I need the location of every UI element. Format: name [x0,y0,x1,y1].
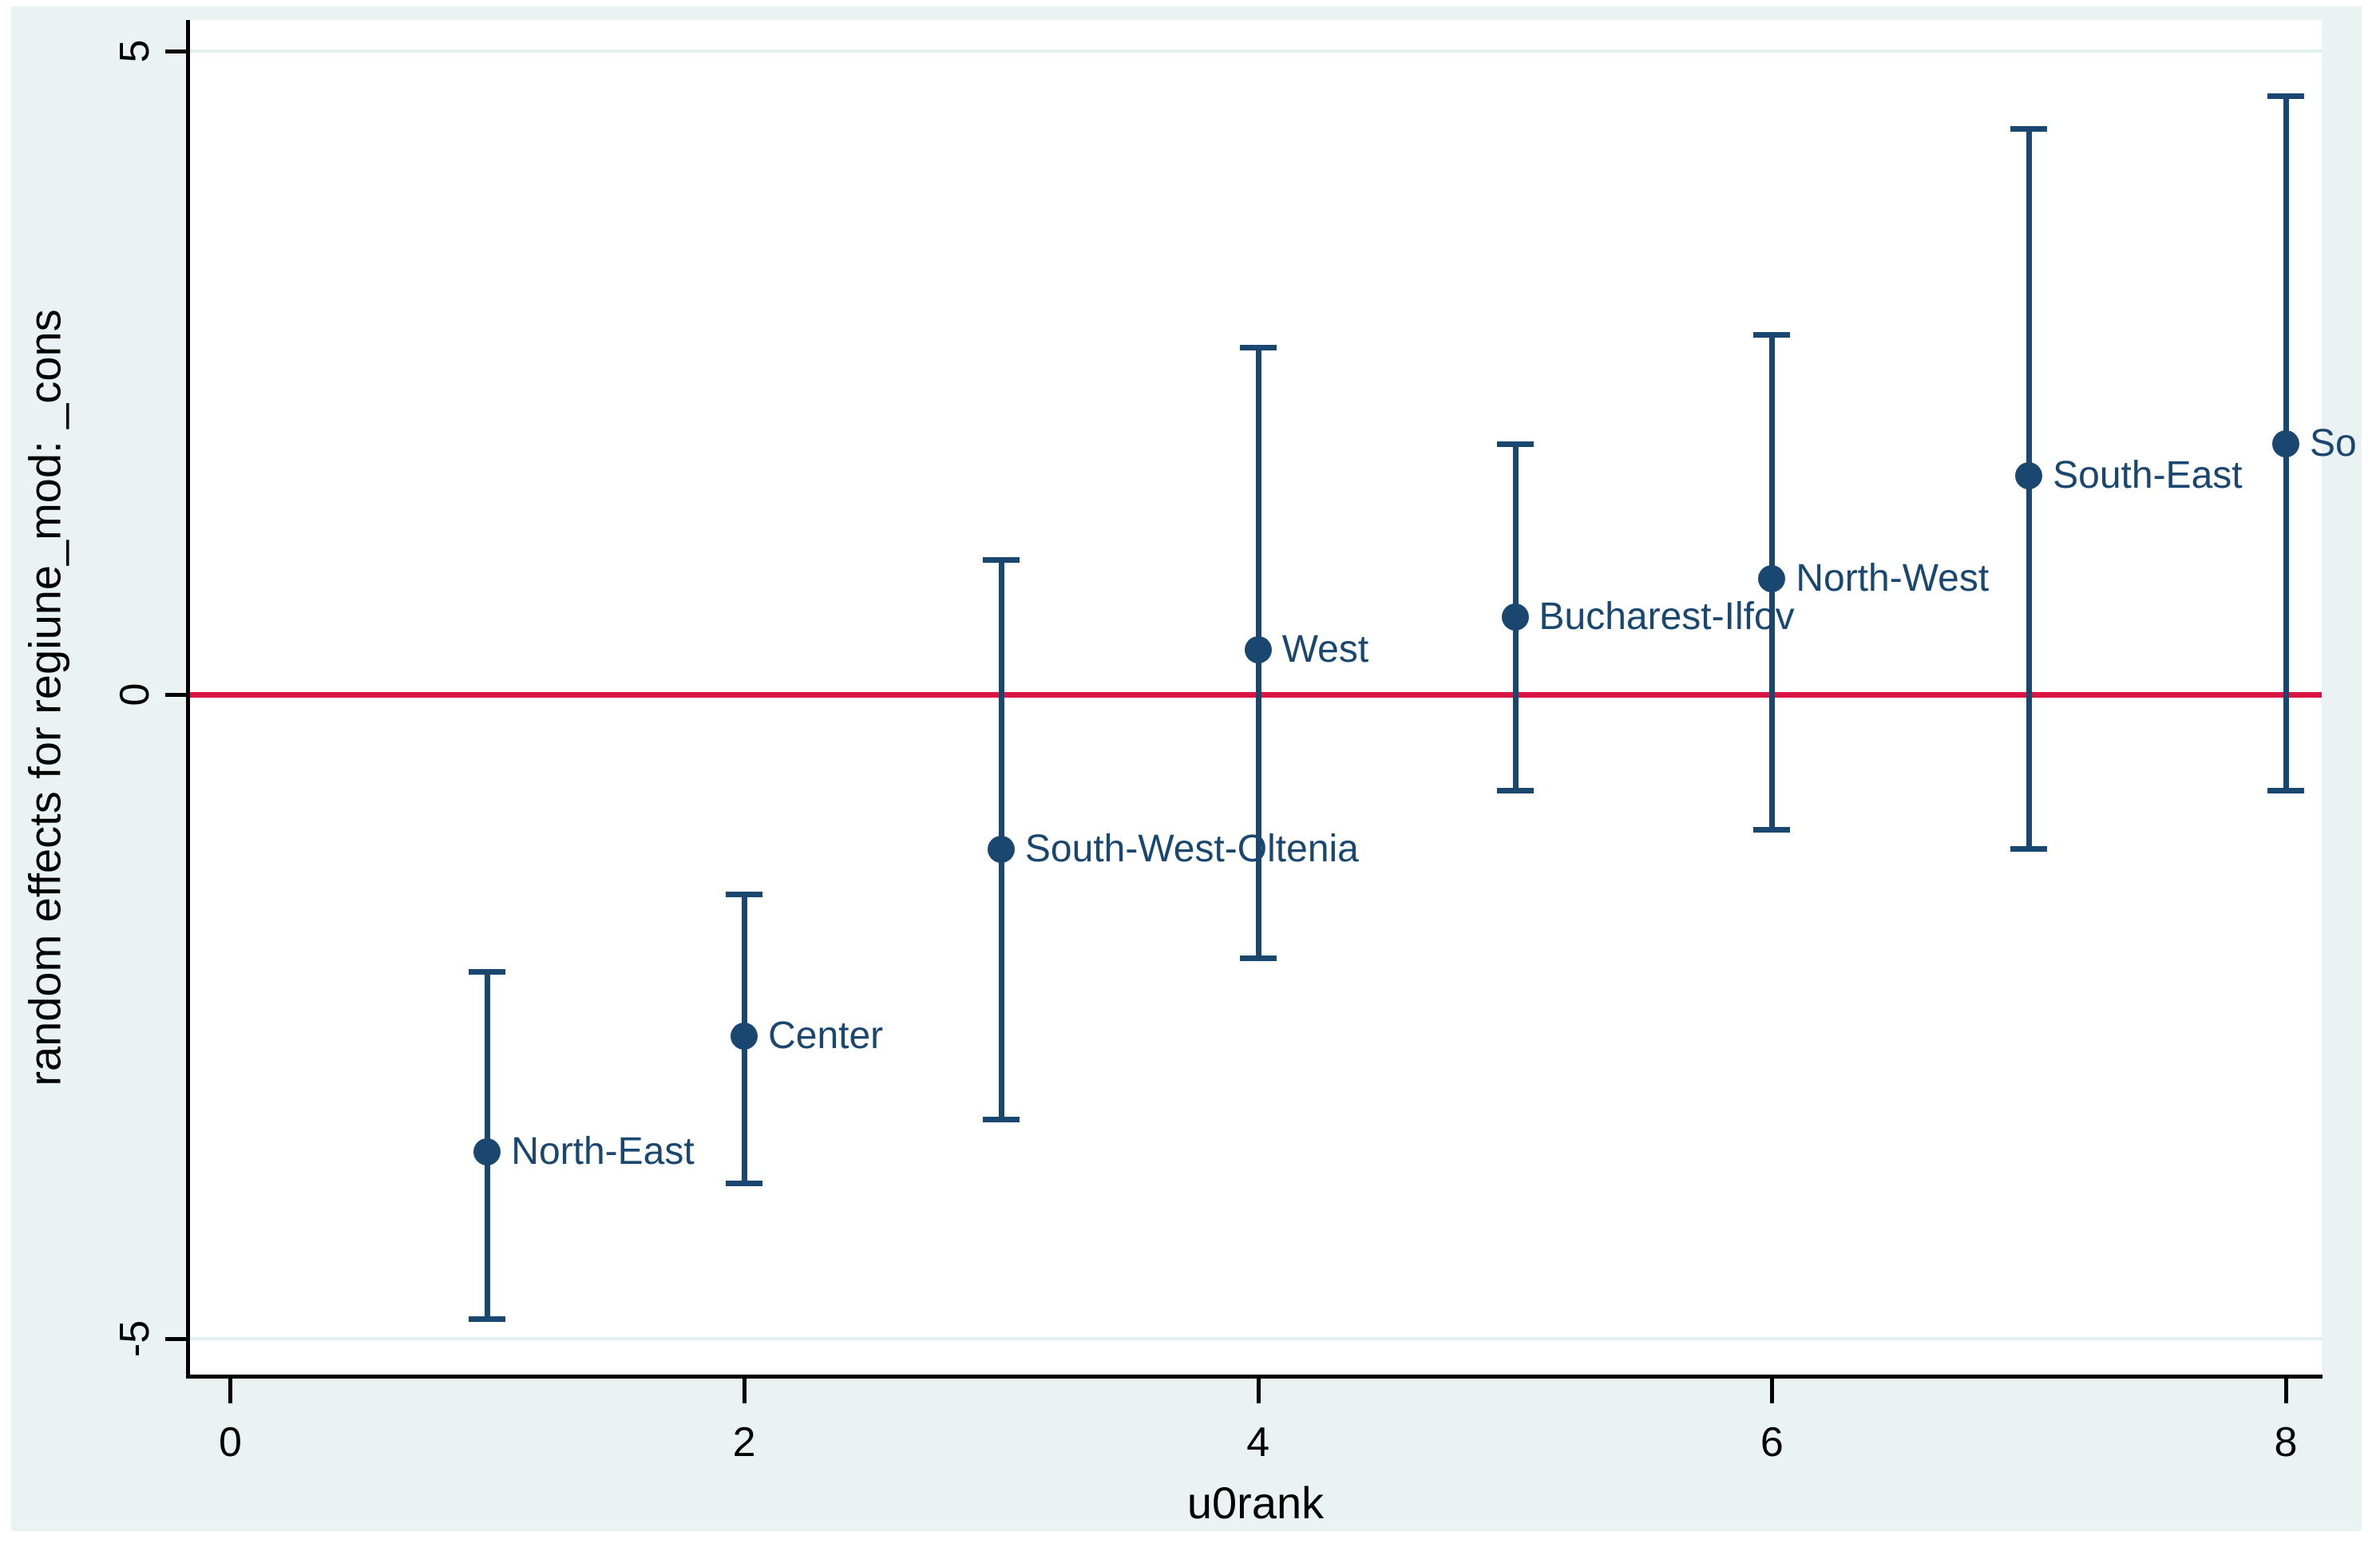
y-tick [165,49,189,53]
data-point-label: West [1281,627,1369,671]
y-gridline [189,49,2322,53]
zero-reference-line [189,692,2322,698]
data-point-marker [473,1138,501,1165]
x-tick-label: 2 [732,1419,756,1466]
data-point-marker [987,835,1015,863]
figure: North-East Center South-West-Oltenia West Bu… [11,6,2362,1531]
data-point-label: North-East [511,1130,695,1173]
ci-cap-lower [1496,788,1534,794]
y-tick [165,1336,189,1341]
data-point-label: Center [768,1014,884,1057]
data-point-marker [1244,635,1272,663]
x-tick-label: 6 [1760,1419,1784,1466]
x-tick [743,1375,747,1403]
y-axis-line [186,20,190,1379]
data-point-marker [731,1022,758,1050]
data-point-marker [2271,429,2299,457]
data-point-label: South-West-Oltenia [1024,827,1359,870]
data-point-label: So [2309,421,2357,465]
y-tick-label: -5 [112,1320,158,1357]
ci-cap-lower [2010,845,2048,852]
ci-cap-lower [469,1316,506,1322]
ci-cap-lower [726,1181,763,1187]
x-tick-label: 4 [1246,1419,1270,1466]
ci-cap-upper [1496,441,1534,447]
y-gridline [189,1336,2322,1340]
x-tick [1256,1375,1261,1403]
x-axis-title: u0rank [1186,1478,1325,1528]
ci-cap-lower [2267,788,2304,794]
data-point-marker [1501,603,1529,631]
ci-cap-upper [1239,344,1277,350]
data-point-label: North-West [1796,557,1990,600]
x-tick [228,1375,233,1403]
ci-cap-upper [726,892,763,898]
data-point-label: South-East [2053,454,2243,497]
ci-cap-upper [469,969,506,975]
y-tick [165,693,189,698]
ci-cap-upper [982,556,1020,563]
ci-cap-lower [982,1116,1020,1122]
x-axis-line [186,1375,2323,1379]
ci-cap-upper [2010,125,2048,132]
y-tick-label: 5 [112,39,158,63]
ci-cap-upper [2267,93,2304,100]
y-tick-label: 0 [112,683,158,706]
ci-cap-lower [1239,955,1277,961]
x-tick [1770,1375,1775,1403]
x-tick-label: 8 [2274,1419,2298,1466]
data-point-marker [2015,462,2043,490]
ci-cap-lower [1753,826,1791,833]
data-point-label: Bucharest-Ilfov [1538,595,1795,639]
y-axis-title: random effects for regiune_mod: _cons [19,308,70,1086]
ci-cap-upper [1753,331,1791,338]
x-tick-label: 0 [219,1419,242,1466]
data-point-marker [1758,565,1786,593]
x-tick [2283,1375,2288,1403]
